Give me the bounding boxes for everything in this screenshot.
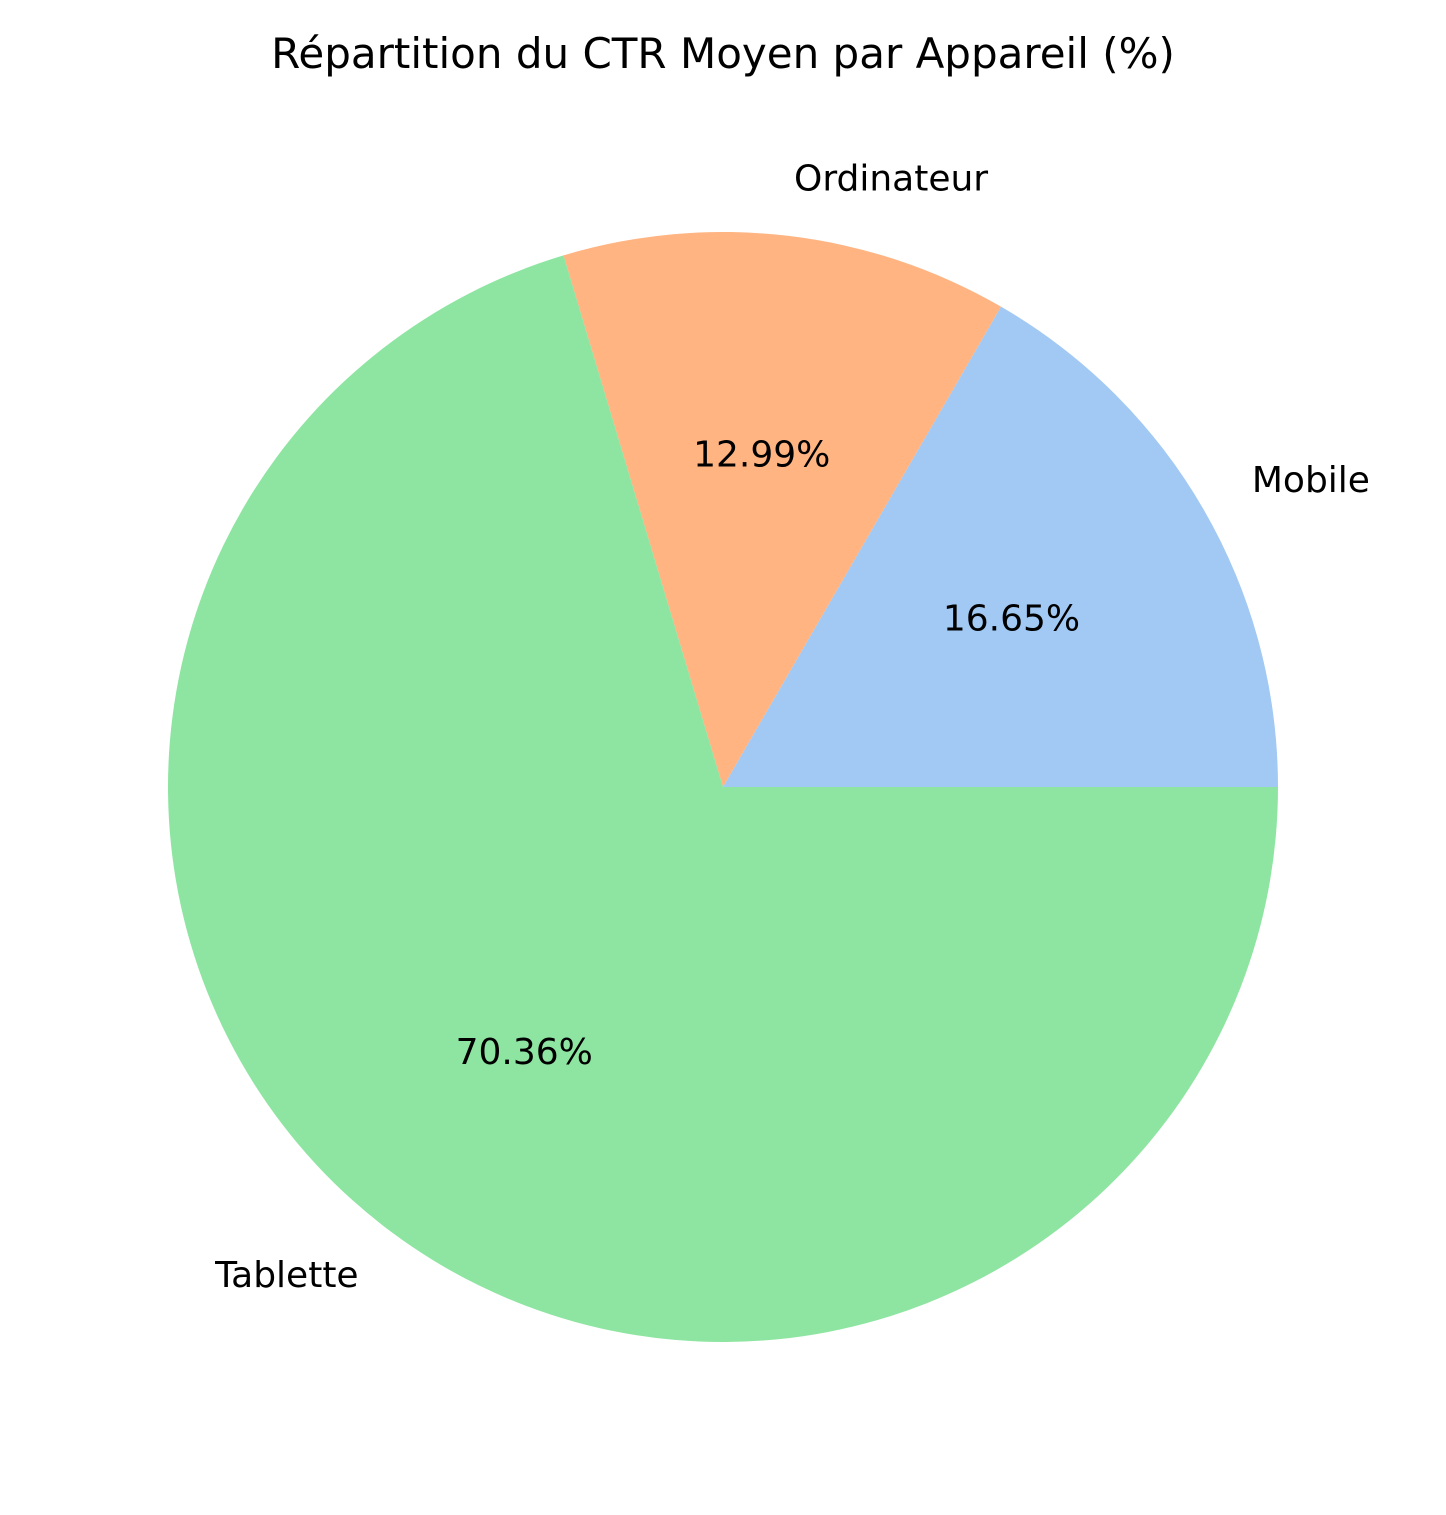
slice-label-ordinateur: Ordinateur: [794, 159, 988, 200]
pie-labels: Mobile 16.65% Ordinateur 12.99% Tablette 70.3…: [214, 159, 1370, 1296]
pie-slice-ordinateur: [563, 232, 1002, 788]
pie-slices: [167, 232, 1278, 1342]
slice-percent-mobile: 16.65%: [943, 599, 1080, 640]
slice-percent-ordinateur: 12.99%: [693, 434, 830, 475]
pie-slice-tablette: [167, 255, 1278, 1342]
slice-label-tablette: Tablette: [214, 1255, 358, 1296]
chart-title: Répartition du CTR Moyen par Appareil (%…: [271, 29, 1175, 78]
slice-percent-tablette: 70.36%: [456, 1032, 593, 1073]
slice-label-mobile: Mobile: [1252, 460, 1370, 501]
pie-slice-mobile: [723, 306, 1278, 787]
